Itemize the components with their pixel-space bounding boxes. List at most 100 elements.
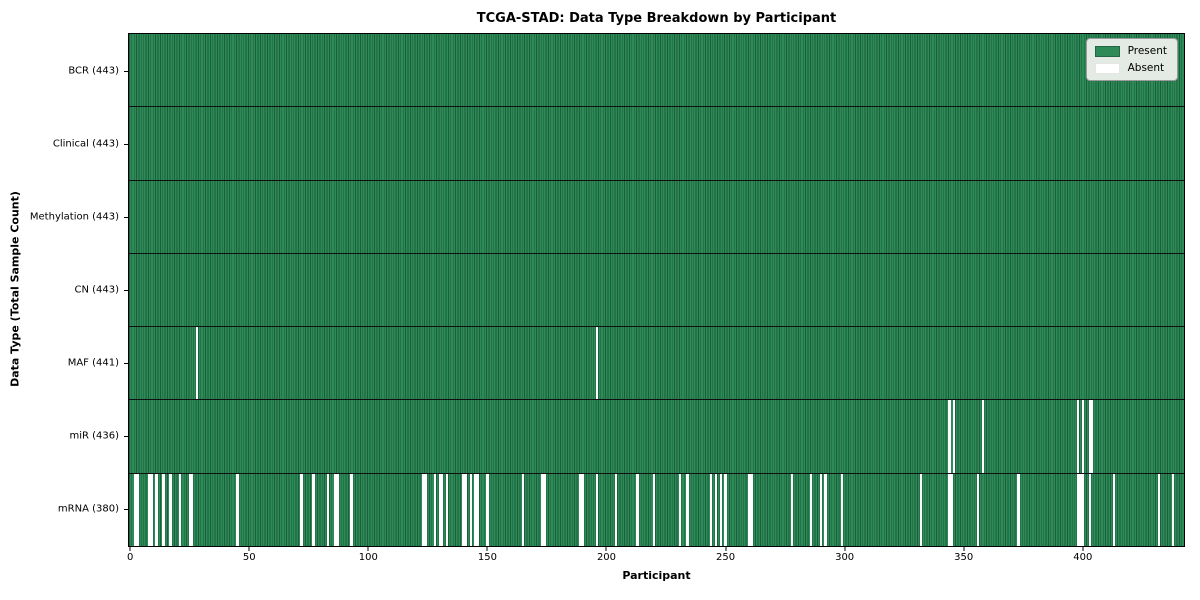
y-tick-label: miR (436) (69, 430, 119, 442)
y-tick-label: Clinical (443) (52, 138, 119, 150)
y-tick-mark (124, 70, 128, 72)
absent-bar (679, 473, 682, 546)
absent-bar (981, 400, 984, 473)
absent-bar (1091, 400, 1094, 473)
absent-bar (1076, 400, 1080, 473)
absent-bar (952, 400, 956, 473)
heatmap-row-mrna (129, 472, 1184, 546)
absent-bar (1081, 400, 1084, 473)
heatmap-row-cn (129, 252, 1184, 327)
y-tick-mark (124, 143, 128, 145)
x-tick-mark (844, 547, 846, 551)
absent-bar (136, 473, 139, 546)
absent-bar (652, 473, 656, 546)
absent-bar (474, 473, 477, 546)
x-tick-mark (248, 547, 250, 551)
heatmap-row-methylation (129, 179, 1184, 253)
x-tick-label: 400 (1073, 552, 1093, 563)
x-axis: 0 50 100 150 200 250 300 350 400 (127, 547, 1184, 567)
y-tick-mark (124, 363, 128, 365)
absent-bar (595, 473, 599, 546)
absent-bar (169, 473, 172, 546)
present-swatch-icon (1094, 45, 1120, 57)
absent-bar (919, 473, 923, 546)
absent-bar (950, 473, 953, 546)
absent-bar (1088, 473, 1092, 546)
plot-area: Present Absent (128, 33, 1185, 547)
x-axis-label: Participant (622, 569, 691, 582)
absent-bar (521, 473, 525, 546)
heatmap-row-mir (129, 399, 1184, 473)
absent-bar (195, 327, 199, 400)
absent-bar (686, 473, 689, 546)
absent-bar (462, 473, 465, 546)
x-tick-mark (963, 547, 965, 551)
x-tick-mark (486, 547, 488, 551)
absent-bar (791, 473, 794, 546)
absent-bar (1076, 473, 1080, 546)
x-tick-label: 50 (242, 552, 256, 563)
y-tick-label: CN (443) (74, 284, 119, 296)
absent-bar (824, 473, 827, 546)
absent-bar (155, 473, 158, 546)
absent-bar (714, 473, 718, 546)
x-tick-label: 350 (954, 552, 974, 563)
absent-bar (750, 473, 753, 546)
x-tick-label: 200 (596, 552, 617, 563)
y-tick-mark (124, 216, 128, 218)
absent-bar (300, 473, 303, 546)
absent-bar (162, 473, 165, 546)
absent-bar (476, 473, 480, 546)
absent-bar (1079, 473, 1082, 546)
absent-bar (540, 473, 544, 546)
absent-bar (810, 473, 813, 546)
heatmap-row-bcr (129, 34, 1184, 107)
absent-bar (469, 473, 472, 546)
absent-bar (581, 473, 584, 546)
heatmap-row-maf (129, 326, 1184, 400)
absent-bar (150, 473, 153, 546)
absent-bar (976, 473, 980, 546)
x-tick-label: 0 (127, 552, 134, 563)
x-tick-label: 300 (835, 552, 855, 563)
absent-bar (445, 473, 449, 546)
x-tick-mark (725, 547, 727, 551)
absent-bar (724, 473, 727, 546)
absent-bar (748, 473, 751, 546)
y-tick-mark (124, 290, 128, 291)
absent-bar (464, 473, 468, 546)
absent-bar (948, 473, 951, 546)
y-tick-label: mRNA (380) (57, 503, 119, 515)
absent-bar (190, 473, 194, 546)
absent-bar (595, 327, 599, 400)
legend-entry-absent: Absent (1094, 62, 1167, 74)
absent-bar (1088, 400, 1092, 473)
absent-bar (236, 473, 239, 546)
x-tick-mark (367, 547, 369, 551)
absent-bar (148, 473, 151, 546)
y-tick-label: BCR (443) (68, 65, 119, 77)
absent-bar (1017, 473, 1020, 546)
absent-bar (636, 473, 639, 546)
absent-bar (312, 473, 315, 546)
absent-bar (710, 473, 713, 546)
absent-bar (326, 473, 330, 546)
absent-bar (819, 473, 822, 546)
heatmap-row-clinical (129, 106, 1184, 180)
absent-bar (438, 473, 441, 546)
y-tick-label: Methylation (443) (29, 211, 119, 223)
absent-bar (433, 473, 437, 546)
absent-bar (719, 473, 722, 546)
x-tick-label: 250 (716, 552, 736, 563)
legend-label-absent: Absent (1127, 62, 1165, 74)
absent-bar (333, 473, 337, 546)
y-tick-mark (124, 436, 128, 438)
absent-bar (1157, 473, 1161, 546)
x-tick-mark (1082, 547, 1084, 551)
absent-bar (948, 400, 951, 473)
absent-bar (336, 473, 339, 546)
absent-bar (133, 473, 137, 546)
absent-bar (421, 473, 425, 546)
absent-swatch-icon (1094, 62, 1120, 74)
